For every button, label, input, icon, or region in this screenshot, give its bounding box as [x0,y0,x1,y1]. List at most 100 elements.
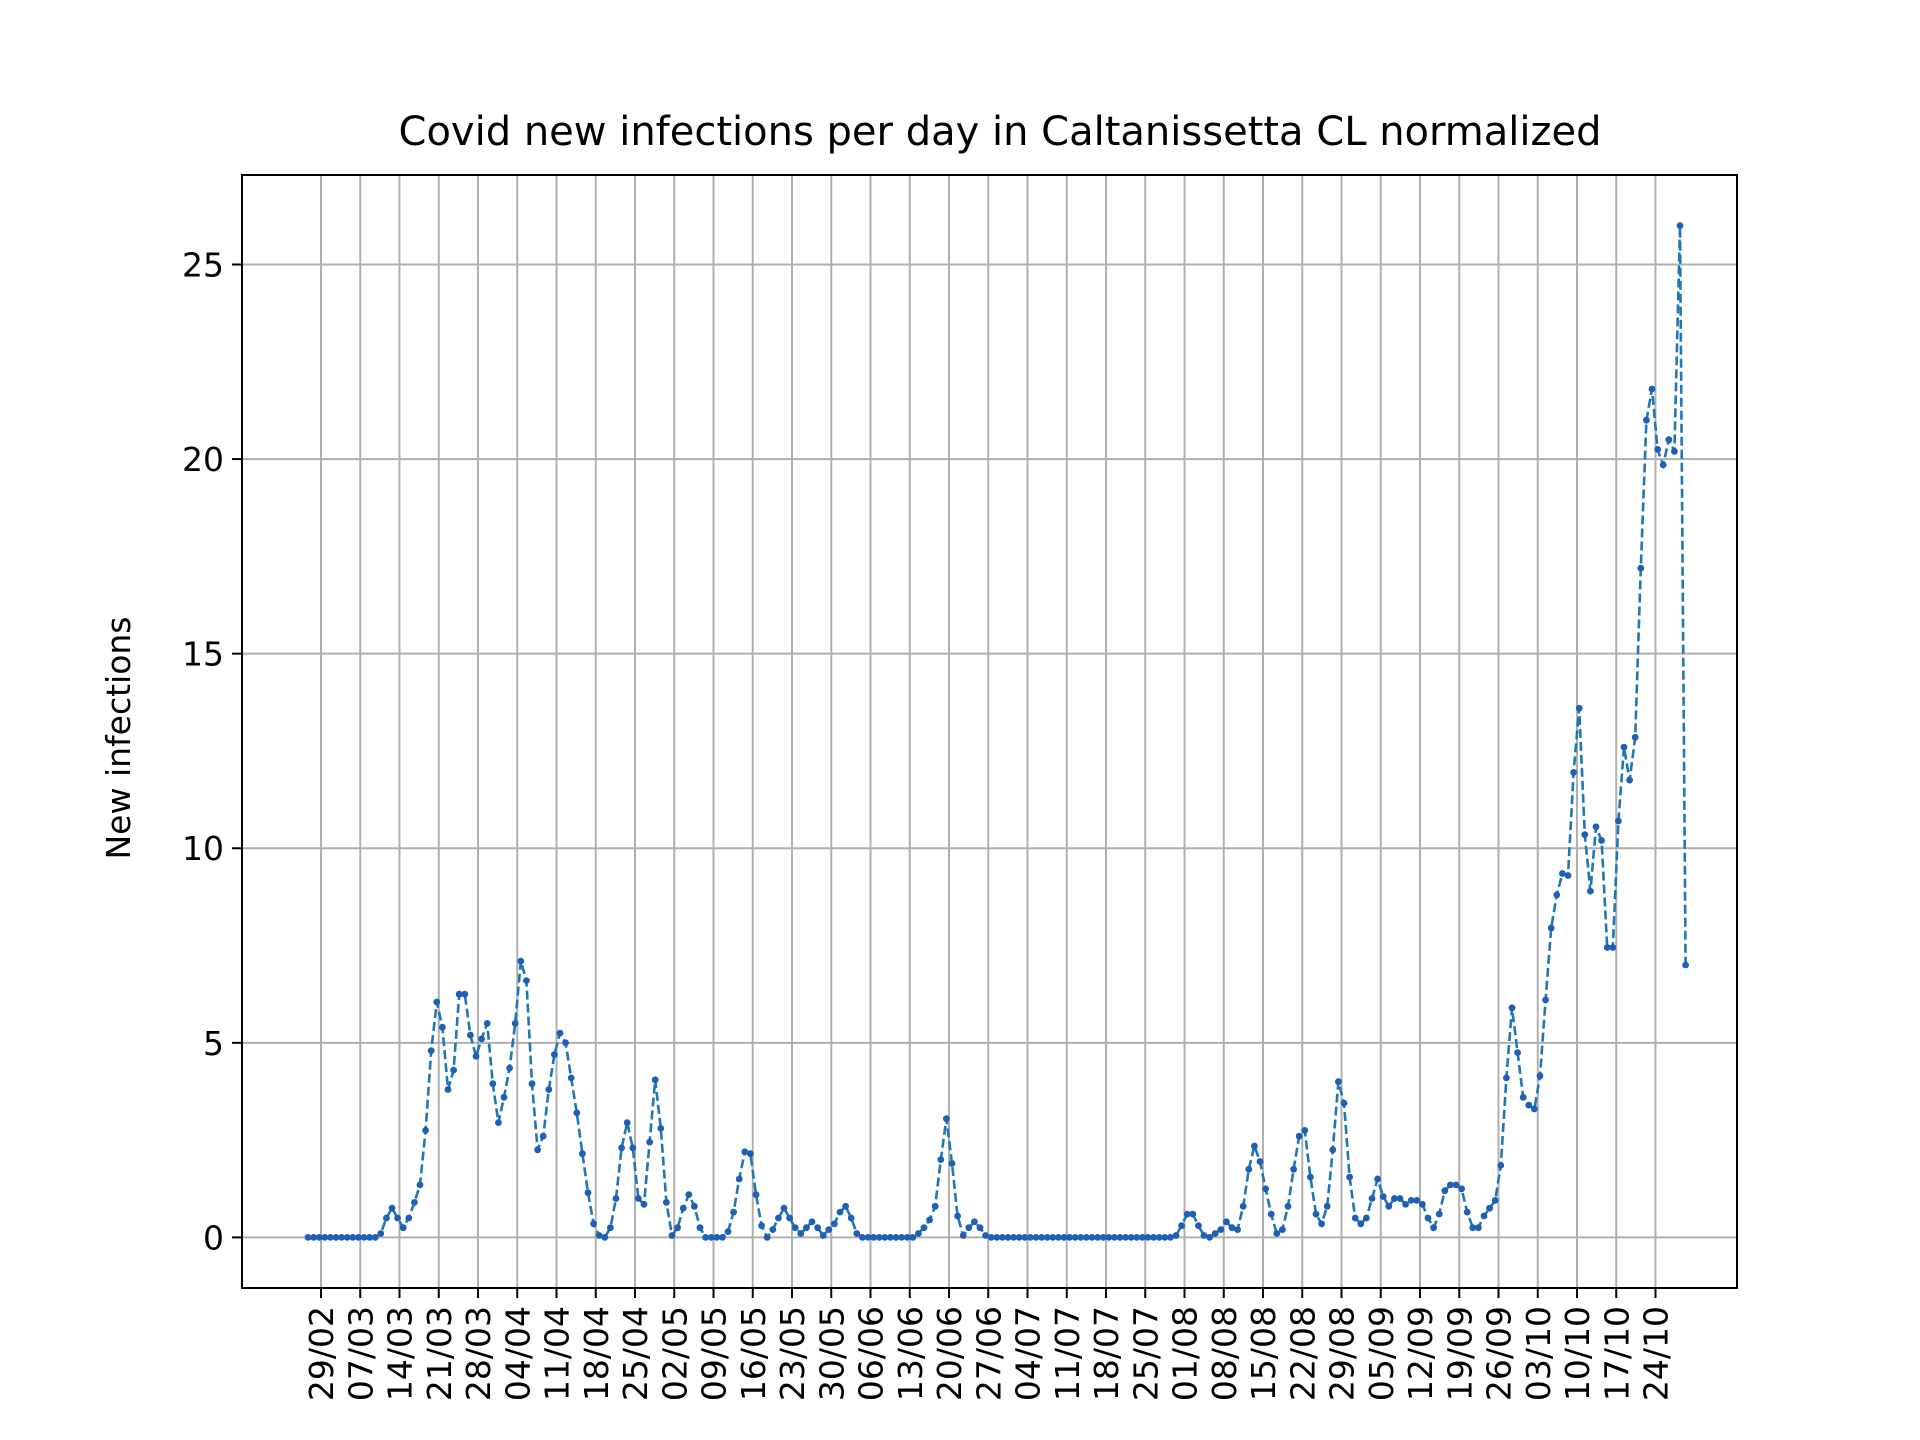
data-point [1295,1132,1303,1140]
data-point [1015,1234,1023,1241]
data-point [786,1214,793,1222]
data-point [1279,1226,1286,1233]
data-point [1514,1049,1521,1056]
data-points [304,222,1689,1241]
data-point [1402,1200,1409,1208]
data-point [1340,1099,1348,1107]
data-point [819,1232,827,1239]
data-point [377,1230,385,1237]
data-point [1077,1234,1085,1241]
data-point [1676,222,1684,230]
data-point [1491,1197,1499,1204]
data-point [1301,1127,1309,1134]
x-tick-label: 20/06 [930,1306,969,1401]
data-point [1055,1234,1062,1241]
data-point [355,1234,362,1241]
data-point [545,1086,553,1093]
data-point [1559,870,1566,877]
data-point [803,1224,810,1232]
data-point [1682,961,1689,969]
data-point [685,1191,693,1198]
data-point [1357,1220,1365,1228]
data-point [987,1234,995,1241]
data-point [741,1148,749,1156]
data-point [1463,1208,1471,1216]
data-point [1049,1234,1057,1241]
x-tick-label: 25/07 [1126,1306,1165,1401]
data-point [847,1214,855,1222]
x-tick-label: 21/03 [420,1306,459,1401]
data-point [1032,1234,1040,1241]
data-point [567,1074,575,1082]
data-point [1654,446,1661,453]
data-point [1083,1234,1090,1241]
data-point [1519,1093,1527,1101]
data-point [954,1212,961,1220]
data-point [1542,996,1549,1004]
data-point [1553,891,1561,899]
data-point [758,1222,765,1230]
data-point [1486,1204,1493,1212]
data-point [943,1115,950,1123]
x-tick-label: 14/03 [381,1306,420,1401]
data-point [730,1208,737,1216]
data-point [1587,887,1594,895]
data-point [1088,1234,1096,1241]
data-point [1430,1224,1437,1232]
data-point [1223,1218,1230,1226]
y-tick-label: 10 [182,829,224,868]
data-point [405,1214,413,1222]
data-point [887,1234,894,1241]
data-point [1038,1234,1045,1241]
data-point [1531,1105,1538,1113]
data-point [1245,1165,1253,1173]
data-point [1071,1234,1079,1241]
data-point [909,1234,917,1241]
data-point [1441,1187,1449,1195]
x-tick-label: 10/10 [1558,1306,1597,1401]
data-point [528,1080,536,1088]
data-point [1536,1072,1544,1080]
data-point [366,1234,373,1241]
data-point [427,1047,435,1054]
data-point [898,1234,905,1241]
data-point [595,1232,603,1239]
data-point [1004,1234,1012,1241]
x-tick-label: 09/05 [695,1306,734,1401]
x-tick-label: 08/08 [1205,1306,1244,1401]
data-point [1262,1185,1269,1193]
data-point [1615,817,1622,825]
data-point [1592,823,1600,831]
data-point [1099,1234,1107,1241]
data-point [903,1234,911,1241]
data-point [646,1138,653,1146]
x-axis-ticks: 29/02 07/03 14/03 21/03 28/03 04/04 11/04 18/04… [302,1288,1676,1401]
data-point [1609,944,1617,951]
y-tick-label: 15 [182,635,224,674]
x-tick-label: 05/09 [1362,1306,1401,1401]
data-point [416,1181,424,1189]
data-point [1497,1162,1505,1169]
data-point [1183,1210,1191,1218]
data-point [1626,776,1633,784]
data-point [467,1031,474,1039]
data-point [1581,831,1589,838]
data-point [1351,1214,1359,1222]
x-tick-label: 27/06 [969,1306,1008,1401]
data-point [1643,416,1650,424]
data-point [881,1234,889,1241]
data-point [539,1132,547,1140]
data-point [394,1214,401,1222]
data-point [1323,1202,1331,1210]
data-point [612,1195,620,1202]
data-point [1027,1234,1034,1241]
data-point [1094,1234,1101,1241]
data-point [1239,1202,1247,1210]
data-point [629,1144,637,1152]
data-point [360,1234,368,1241]
data-point [1318,1220,1325,1228]
x-tick-label: 12/09 [1401,1306,1440,1401]
data-point [1189,1210,1197,1218]
x-tick-label: 30/05 [812,1306,851,1401]
data-point [1598,837,1605,844]
